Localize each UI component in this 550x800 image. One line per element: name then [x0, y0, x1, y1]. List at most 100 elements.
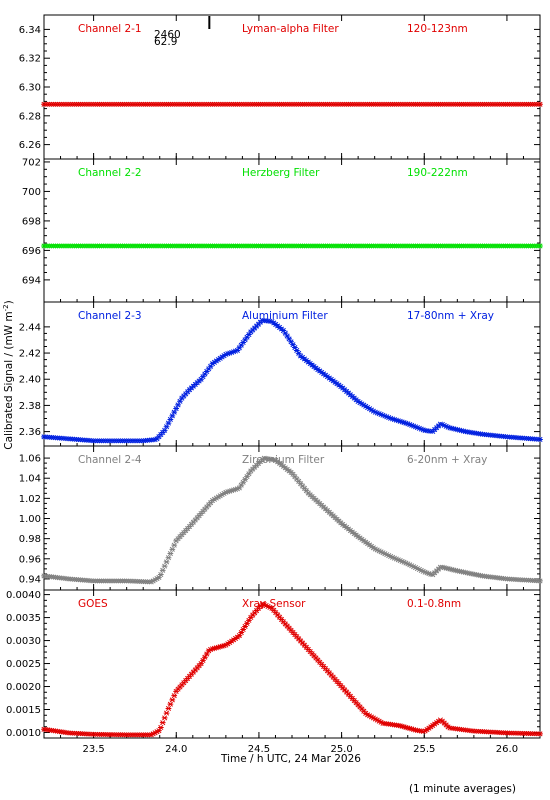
data-point — [157, 571, 164, 578]
data-point — [242, 623, 248, 630]
data-point — [246, 331, 252, 338]
data-point — [240, 339, 247, 346]
y-tick-label: 2.40 — [19, 375, 41, 386]
y-tick-label: 0.0020 — [6, 682, 41, 693]
data-point — [295, 350, 302, 356]
y-tick-label: 6.26 — [19, 140, 41, 151]
data-point — [171, 409, 178, 415]
y-axis-label-main: Calibrated Signal / (mW m — [3, 311, 15, 449]
panels-group: 6.26 6.28 6.30 6.32 6.34 Channel 2-1 Lyman-alp… — [6, 14, 543, 739]
data-point — [163, 424, 170, 430]
data-point — [167, 416, 174, 423]
data-point — [246, 471, 252, 477]
data-point — [537, 243, 543, 249]
panel-label-band: 190-222nm — [407, 167, 468, 179]
annotation-line-1: 2460 — [154, 29, 181, 41]
data-point — [171, 693, 178, 699]
data-point — [246, 617, 252, 623]
data-point — [234, 347, 241, 353]
panel-label-channel: Channel 2-2 — [78, 167, 142, 179]
data-point — [242, 337, 248, 343]
data-point — [244, 620, 250, 626]
panel-label-band: 120-123nm — [407, 23, 468, 35]
data-point — [284, 333, 291, 339]
panel-frame — [43, 301, 541, 447]
panel-label-channel: Channel 2-1 — [78, 23, 142, 35]
panel-frame — [43, 589, 541, 739]
data-point — [238, 342, 245, 348]
data-point — [198, 661, 204, 667]
data-point — [240, 626, 247, 633]
data-point — [156, 574, 162, 580]
data-point — [537, 578, 543, 584]
panel-goes: 0.0010 0.0015 0.0020 0.0025 0.0030 0.0035 0.00… — [6, 589, 543, 739]
x-tick-label: 24.0 — [165, 744, 187, 755]
y-tick-label: 0.0035 — [6, 613, 41, 624]
y-tick-label: 6.32 — [19, 54, 41, 65]
y-tick-label: 2.42 — [19, 349, 41, 360]
data-point — [156, 728, 162, 734]
data-point — [200, 374, 206, 380]
panel-ch2-1: 6.26 6.28 6.30 6.32 6.34 Channel 2-1 Lyman-alp… — [19, 14, 543, 160]
data-point — [169, 546, 176, 552]
data-point — [280, 327, 287, 334]
y-axis-label: Calibrated Signal / (mW m-2) — [2, 300, 15, 449]
y-tick-label: 1.04 — [19, 474, 41, 485]
y-tick-label: 2.36 — [19, 427, 41, 438]
x-tick-label: 23.5 — [82, 744, 104, 755]
y-tick-label: 696 — [22, 246, 41, 257]
x-tick-label: 24.5 — [248, 744, 270, 755]
panel-label-filter: Herzberg Filter — [242, 167, 320, 179]
data-point — [159, 567, 166, 573]
data-point — [163, 710, 170, 716]
panel-label-filter: Xray Sensor — [242, 598, 306, 610]
data-point — [236, 485, 243, 491]
data-point — [175, 402, 181, 408]
panel-label-filter: Lyman-alpha Filter — [242, 23, 339, 35]
panel-frame — [43, 445, 541, 591]
data-point — [161, 427, 168, 433]
panel-ch2-4: 0.94 0.96 0.98 1.00 1.02 1.04 1.06 Channel 2-4 Z… — [19, 445, 543, 591]
panel-label-channel: Channel 2-3 — [78, 310, 142, 322]
y-tick-label: 0.96 — [19, 554, 41, 565]
data-point — [165, 705, 172, 711]
y-tick-label: 2.38 — [19, 401, 41, 412]
y-tick-label: 1.02 — [19, 494, 41, 505]
x-tick-label: 25.0 — [330, 744, 352, 755]
panel-ch2-2: 694 696 698 700 702 Channel 2-2 Herzberg Filte… — [22, 157, 543, 303]
x-tick-label: 25.5 — [413, 744, 435, 755]
y-tick-label: 0.94 — [19, 574, 41, 585]
panel-label-band: 0.1-0.8nm — [407, 598, 461, 610]
data-point — [169, 413, 176, 419]
data-point — [202, 654, 208, 660]
data-point — [238, 482, 245, 488]
data-point — [293, 347, 300, 353]
data-point — [242, 476, 248, 482]
data-point — [167, 701, 174, 707]
data-point — [159, 720, 166, 726]
data-point — [537, 731, 543, 737]
y-axis-label-superscript: -2 — [2, 304, 10, 311]
data-point — [157, 724, 164, 731]
annotation-line-2: 62.9 — [154, 36, 177, 48]
y-tick-label: 702 — [22, 157, 41, 168]
panel-label-filter: Aluminium Filter — [242, 310, 328, 322]
y-axis-label-close: ) — [3, 300, 15, 304]
x-axis-label: Time / h UTC, 24 Mar 2026 — [220, 753, 361, 765]
y-tick-label: 694 — [22, 275, 41, 286]
y-tick-label: 0.0010 — [6, 728, 41, 739]
data-point — [163, 559, 170, 565]
y-tick-label: 0.98 — [19, 534, 41, 545]
x-tick-label: 26.0 — [496, 744, 518, 755]
panel-label-band: 17-80nm + Xray — [407, 310, 494, 322]
panel-frame — [43, 158, 541, 303]
data-point — [167, 550, 174, 557]
y-tick-label: 1.00 — [19, 514, 41, 525]
data-point — [177, 398, 183, 404]
y-tick-label: 2.44 — [19, 322, 41, 333]
data-point — [244, 474, 250, 480]
y-tick-label: 6.34 — [19, 25, 41, 36]
data-point — [171, 542, 178, 548]
data-point — [203, 368, 210, 375]
